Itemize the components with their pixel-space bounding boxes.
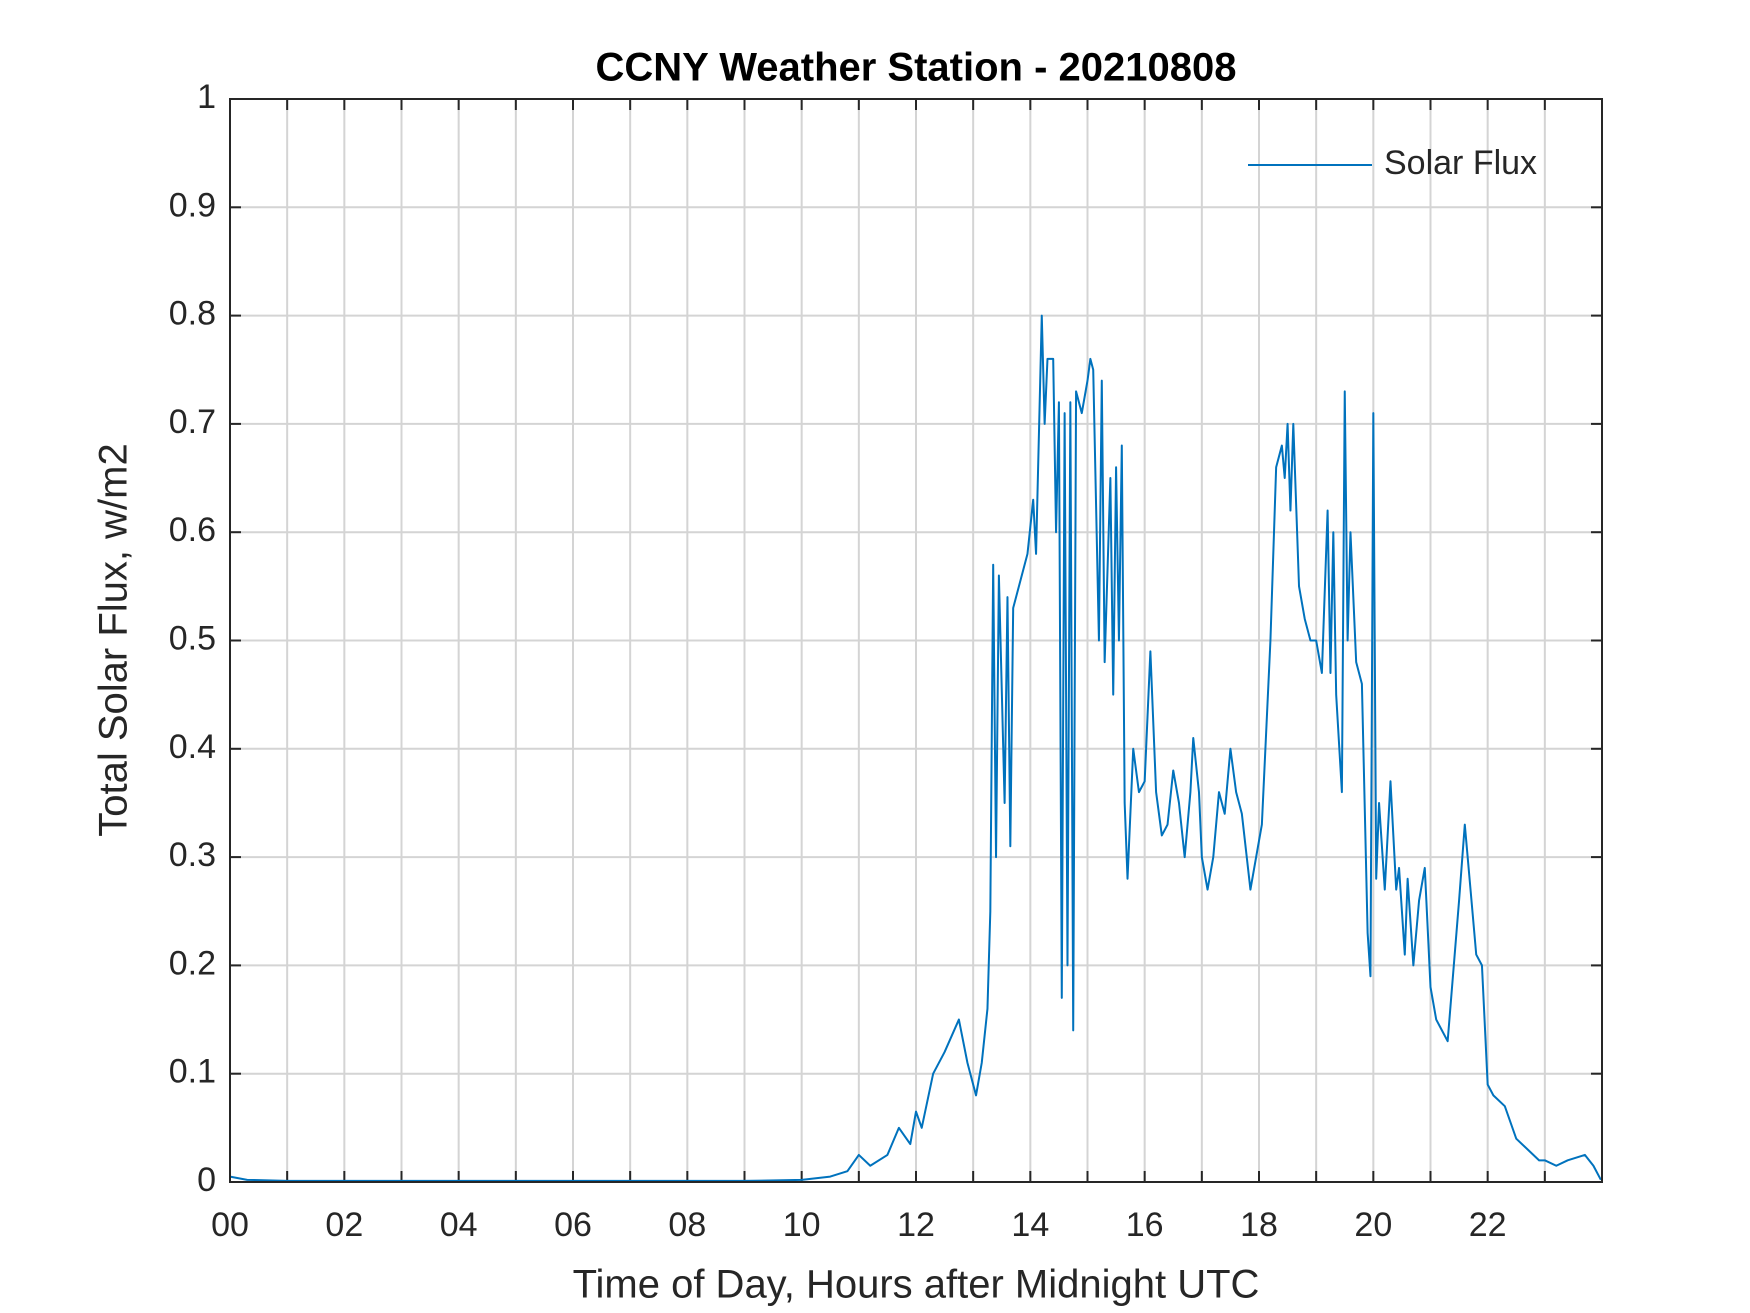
y-tick-label: 0.5 xyxy=(169,619,216,657)
x-tick-label: 08 xyxy=(668,1206,706,1244)
y-tick-label: 0.7 xyxy=(169,403,216,441)
y-tick-label: 0.4 xyxy=(169,728,216,766)
y-tick-label: 0.8 xyxy=(169,295,216,333)
chart-title: CCNY Weather Station - 20210808 xyxy=(596,46,1237,90)
x-tick-label: 04 xyxy=(440,1206,478,1244)
y-tick-label: 0.2 xyxy=(169,944,216,982)
y-tick-label: 0.6 xyxy=(169,511,216,549)
y-tick-label: 0.9 xyxy=(169,186,216,224)
x-tick-label: 20 xyxy=(1354,1206,1392,1244)
y-tick-label: 0 xyxy=(197,1161,216,1199)
data-line xyxy=(229,314,1602,1182)
x-tick-label: 00 xyxy=(211,1206,249,1244)
x-tick-label: 12 xyxy=(897,1206,935,1244)
x-tick-label: 02 xyxy=(325,1206,363,1244)
legend-label: Solar Flux xyxy=(1384,144,1537,182)
x-axis-label: Time of Day, Hours after Midnight UTC xyxy=(573,1263,1260,1307)
x-tick-label: 22 xyxy=(1469,1206,1507,1244)
y-tick-label: 0.3 xyxy=(169,836,216,874)
x-tick-label: 10 xyxy=(783,1206,821,1244)
x-tick-label: 14 xyxy=(1011,1206,1049,1244)
y-axis-label: Total Solar Flux, w/m2 xyxy=(92,443,136,836)
plot-frame xyxy=(229,98,1603,1183)
y-tick-label: 1 xyxy=(197,78,216,116)
x-tick-label: 06 xyxy=(554,1206,592,1244)
x-tick-label: 16 xyxy=(1126,1206,1164,1244)
y-tick-label: 0.1 xyxy=(169,1053,216,1091)
x-tick-label: 18 xyxy=(1240,1206,1278,1244)
